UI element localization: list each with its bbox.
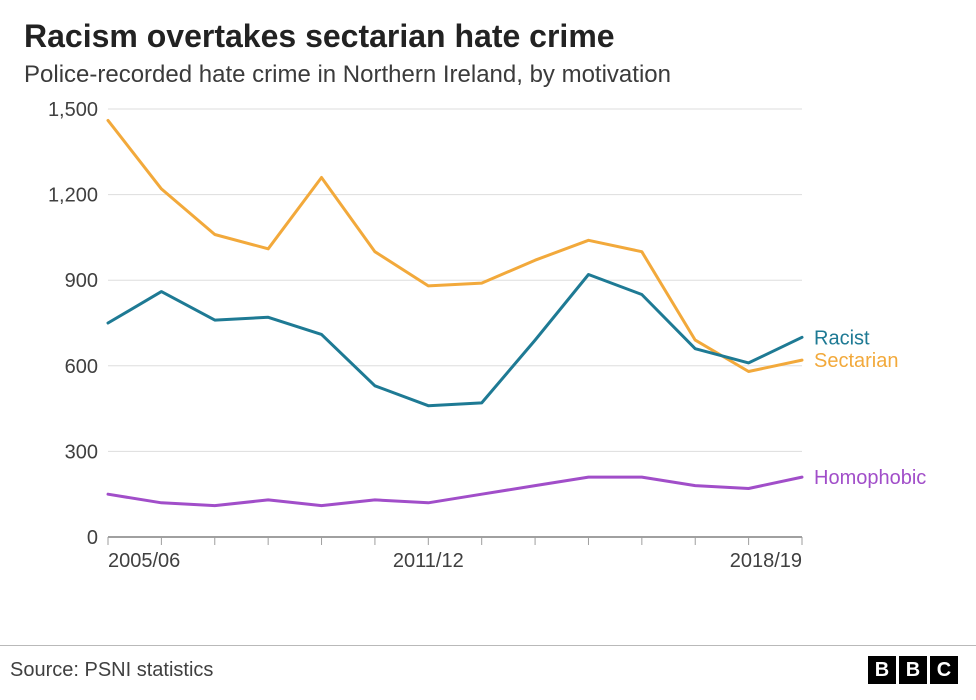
y-tick-label: 0 — [87, 527, 98, 549]
bbc-logo-block: B — [868, 656, 896, 684]
line-chart-svg: 0 300 600 900 1,200 1,500 2005/06 2011/12 2018/1… — [24, 93, 952, 593]
x-tick-label: 2005/06 — [108, 550, 180, 572]
bbc-logo: B B C — [868, 656, 958, 684]
series-label-sectarian: Sectarian — [814, 350, 899, 372]
series-label-homophobic: Homophobic — [814, 467, 926, 489]
x-tick-label: 2011/12 — [393, 550, 464, 572]
bbc-logo-block: B — [899, 656, 927, 684]
y-tick-label: 1,500 — [48, 99, 98, 121]
plot-area: 0 300 600 900 1,200 1,500 2005/06 2011/12 2018/1… — [24, 93, 952, 593]
chart-subtitle: Police-recorded hate crime in Northern I… — [0, 61, 976, 93]
series-line-homophobic — [108, 477, 802, 506]
y-tick-label: 1,200 — [48, 185, 98, 207]
chart-title: Racism overtakes sectarian hate crime — [0, 0, 976, 61]
chart-footer: Source: PSNI statistics B B C — [0, 645, 976, 700]
y-tick-label: 600 — [65, 356, 98, 378]
series-line-sectarian — [108, 120, 802, 371]
series-label-racist: Racist — [814, 327, 870, 349]
y-tick-label: 300 — [65, 441, 98, 463]
chart-container: Racism overtakes sectarian hate crime Po… — [0, 0, 976, 700]
source-text: Source: PSNI statistics — [10, 659, 213, 682]
y-tick-label: 900 — [65, 270, 98, 292]
x-tick-label: 2018/19 — [730, 550, 802, 572]
bbc-logo-block: C — [930, 656, 958, 684]
